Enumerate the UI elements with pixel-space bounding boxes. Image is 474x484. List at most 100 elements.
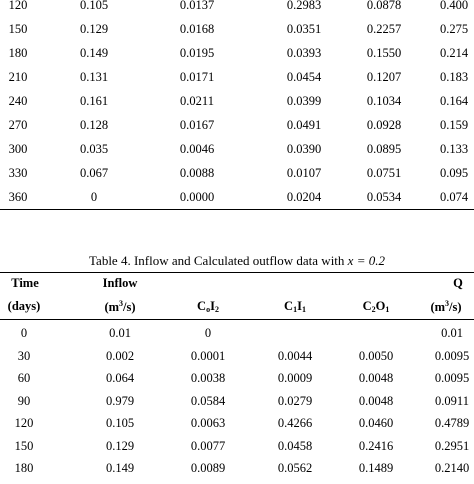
table-4-header-rule [0,319,474,320]
header-q-unit: (m3/s) [430,299,462,314]
table-3-cell: 0.2983 [286,0,322,12]
table-4-cell: 0.0279 [277,393,313,408]
table-4-cell: 0.0038 [190,371,226,385]
table-3-cell: 0.164 [439,94,469,108]
table-3-row: 330 0.067 0.0088 0.0107 0.0751 0.095 [0,160,474,189]
table-4-cell: 0.01 [109,326,131,340]
table-4-cell: 0.01 [441,326,463,340]
table-4-cell: 0.0458 [277,438,313,453]
table-4-cell: 0.1489 [358,461,394,475]
header-inflow-unit: (m3/s) [104,299,136,314]
table-3-cell: 0.0491 [286,118,322,132]
table-4-row: 180 0.149 0.0089 0.0562 0.1489 0.2140 [0,455,474,484]
table-4-cell: 0.0048 [358,371,394,385]
table-4-cell: 0.0048 [358,393,394,408]
header-c2o1: C2O1 [362,299,390,314]
table-3-cell: 330 [8,166,28,180]
table-3-cell: 0.0167 [179,118,215,132]
table-4-cell: 150 [14,438,34,453]
caption-variable: x = 0.2 [347,253,385,268]
table-4-cell: 0.0077 [190,438,226,453]
table-4-row: 0 0.01 0 0.01 [0,320,474,349]
table-3-cell: 300 [8,142,28,156]
table-3-cell: 0.1034 [366,94,402,108]
table-4-cell: 60 [17,371,31,385]
table-4-cell: 0.0562 [277,461,313,475]
table-3-cell: 0.0211 [180,94,214,108]
table-4-cell: 0.0095 [434,371,470,385]
table-3-row: 240 0.161 0.0211 0.0399 0.1034 0.164 [0,88,474,117]
table-3-cell: 0.129 [79,22,109,36]
table-3-cell: 0.0390 [286,142,322,156]
table-3-bottom-rule [0,209,474,210]
table-4-cell: 180 [14,461,34,475]
table-4-row: 150 0.129 0.0077 0.0458 0.2416 0.2951 [0,433,474,462]
table-4-caption: Table 4. Inflow and Calculated outflow d… [0,253,474,269]
table-4-cell: 0.0050 [358,348,394,363]
table-3-cell: 0.1550 [366,46,402,60]
header-c0i2: CoI2 [197,299,219,314]
table-3-cell: 0 [90,190,98,204]
table-4-cell: 0.149 [105,461,135,475]
table-3-cell: 210 [8,70,28,84]
table-3-row: 270 0.128 0.0167 0.0491 0.0928 0.159 [0,112,474,141]
table-3-row: 360 0 0.0000 0.0204 0.0534 0.074 [0,184,474,213]
table-3-cell: 0.0168 [179,22,215,36]
table-3-cell: 120 [8,0,28,12]
table-3-cell: 0.214 [439,46,469,60]
table-3-cell: 0.0928 [366,118,402,132]
table-3-cell: 0.0195 [179,46,215,60]
table-4-cell: 0.0001 [190,348,226,363]
table-4-cell: 0.0584 [190,393,226,408]
table-4-cell: 90 [17,393,31,408]
table-3-cell: 150 [8,22,28,36]
table-4-cell: 0.064 [105,371,135,385]
table-3-cell: 0.133 [439,142,469,156]
table-4-cell: 0.0095 [434,348,470,363]
table-3-cell: 0.035 [79,142,109,156]
table-3-cell: 0.067 [79,166,109,180]
table-3-cell: 0.0534 [366,190,402,204]
table-4-cell: 0.0089 [190,461,226,475]
table-4-cell: 0 [20,326,28,340]
header-time: Time [11,276,39,290]
table-3-cell: 0.0137 [179,0,215,12]
table-4-cell: 120 [14,416,34,430]
table-3-cell: 0.0751 [366,166,402,180]
table-4-cell: 0.4266 [277,416,313,430]
table-3-row: 180 0.149 0.0195 0.0393 0.1550 0.214 [0,40,474,69]
header-q: Q [453,276,463,290]
table-3-row: 300 0.035 0.0046 0.0390 0.0895 0.133 [0,136,474,165]
table-3-row: 150 0.129 0.0168 0.0351 0.2257 0.275 [0,16,474,45]
table-3-cell: 180 [8,46,28,60]
table-4-cell: 0.0009 [277,371,313,385]
table-4-cell: 0.2951 [434,438,470,453]
table-4-top-rule [0,272,474,273]
table-3-cell: 0.0393 [286,46,322,60]
table-3-cell: 0.0895 [366,142,402,156]
table-3-cell: 0.0454 [286,70,322,84]
table-4-row: 120 0.105 0.0063 0.4266 0.0460 0.4789 [0,410,474,439]
table-3-cell: 0.275 [439,22,469,36]
table-3-cell: 0.0351 [286,22,322,36]
table-3-cell: 0.0000 [179,190,215,204]
table-3-cell: 0.128 [79,118,109,132]
table-4-cell: 0.105 [105,416,135,430]
table-3-cell: 0.0878 [366,0,402,12]
table-3-cell: 0.0046 [179,142,215,156]
table-3-cell: 270 [8,118,28,132]
table-4-cell: 0.002 [105,348,135,363]
header-c1i1: C1I1 [284,299,306,314]
table-3-cell: 0.400 [439,0,469,12]
table-4-cell: 0.4789 [434,416,470,430]
table-3-cell: 0.159 [439,118,469,132]
table-3-cell: 0.0107 [286,166,322,180]
table-3-cell: 0.095 [439,166,469,180]
table-4-cell: 30 [17,348,31,363]
table-3-row: 120 0.105 0.0137 0.2983 0.0878 0.400 [0,0,474,21]
table-3-cell: 240 [8,94,28,108]
table-3-cell: 0.131 [79,70,109,84]
table-3-cell: 0.0399 [286,94,322,108]
table-3-cell: 0.0204 [286,190,322,204]
table-4-cell: 0.2416 [358,438,394,453]
